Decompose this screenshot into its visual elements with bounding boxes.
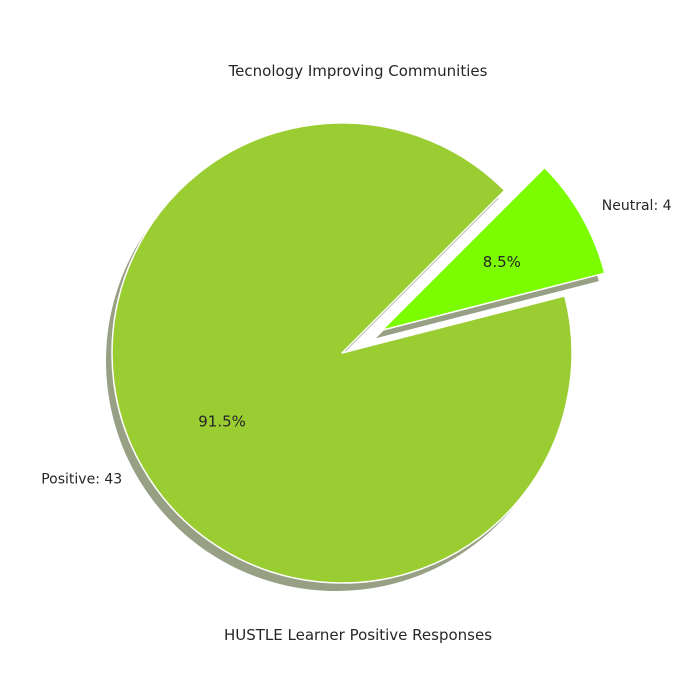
slices-group: Positive: 43 91.5% Neutral: 4 8.5% — [41, 122, 672, 591]
pie-slice-0 — [111, 122, 573, 584]
chart-title: Tecnology Improving Communities — [228, 62, 488, 80]
slice-label-1: Neutral: 4 — [602, 198, 672, 214]
slice-percent-1: 8.5% — [483, 253, 521, 271]
chart-xlabel: HUSTLE Learner Positive Responses — [224, 626, 492, 644]
pie-slice-1 — [381, 166, 606, 331]
slice-percent-0: 91.5% — [198, 412, 246, 430]
slice-label-0: Positive: 43 — [41, 471, 122, 487]
